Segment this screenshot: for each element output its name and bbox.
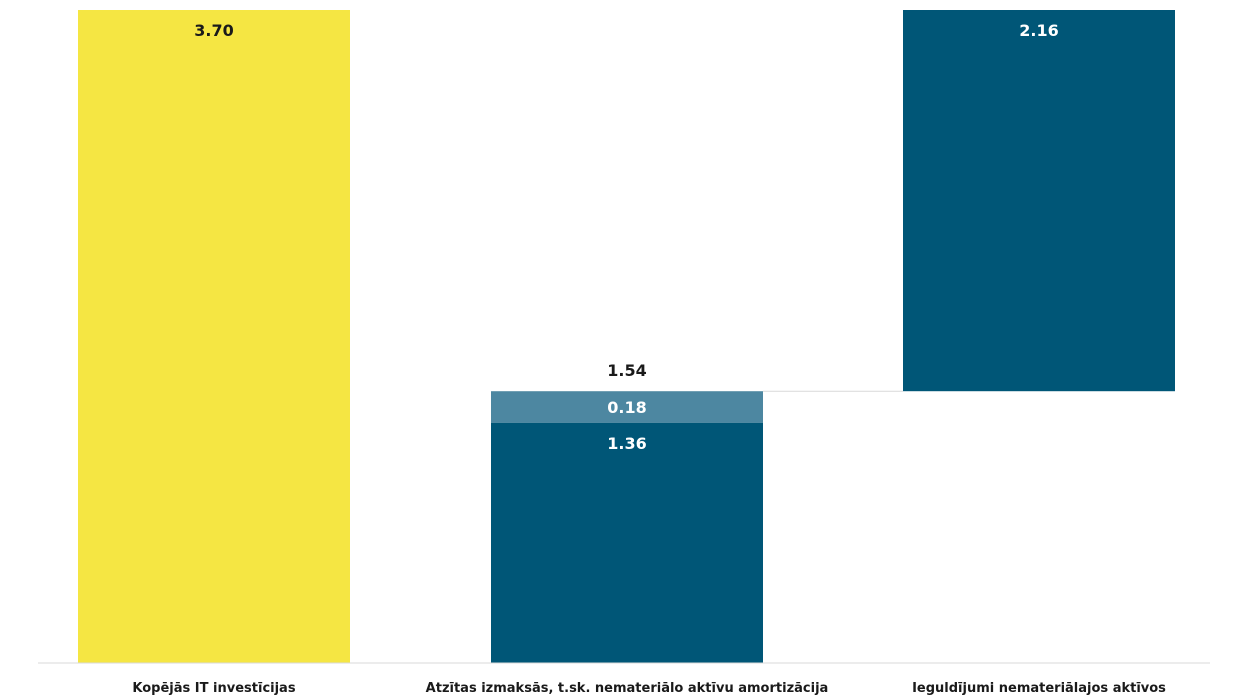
bars-layer bbox=[78, 10, 1175, 663]
bar-2-segment-0-label: 2.16 bbox=[1019, 21, 1058, 40]
bar-0-segment-0-label: 3.70 bbox=[194, 21, 233, 40]
category-label-2: Ieguldījumi nemateriālajos aktīvos bbox=[912, 681, 1166, 696]
category-labels: Kopējās IT investīcijas Atzītas izmaksās,… bbox=[132, 681, 1166, 696]
labels-layer: 3.70 1.36 0.18 1.54 2.16 bbox=[194, 21, 1058, 453]
category-label-0: Kopējās IT investīcijas bbox=[132, 681, 295, 696]
bar-0-segment-0 bbox=[78, 10, 350, 663]
bar-1-segment-0-label: 1.36 bbox=[607, 434, 646, 453]
category-label-1: Atzītas izmaksās, t.sk. nemateriālo aktī… bbox=[426, 681, 829, 696]
bar-1-total-label: 1.54 bbox=[607, 361, 646, 380]
bar-1-segment-1-label: 0.18 bbox=[607, 398, 646, 417]
bar-2-segment-0 bbox=[903, 10, 1175, 392]
bar-1-segment-0 bbox=[491, 422, 763, 663]
bar-1-segment-1 bbox=[491, 391, 763, 423]
